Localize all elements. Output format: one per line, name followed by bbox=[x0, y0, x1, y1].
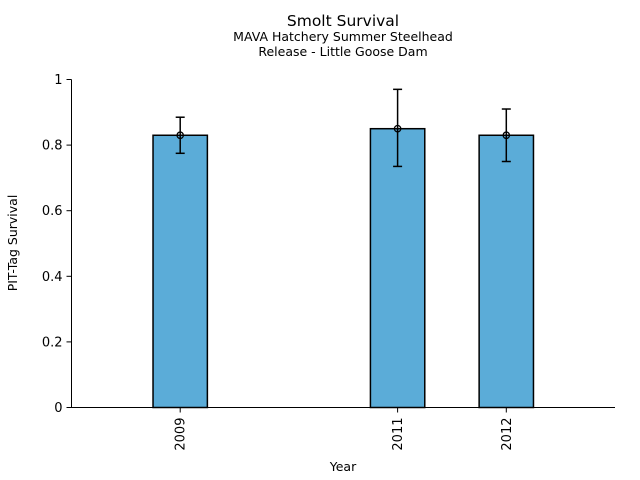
y-tick-label-0.2: 0.2 bbox=[42, 335, 63, 350]
x-axis-label: Year bbox=[329, 459, 357, 474]
x-tick-label-2011: 2011 bbox=[391, 418, 406, 451]
x-tick-label-2012: 2012 bbox=[500, 418, 515, 451]
point-marker-2009 bbox=[176, 131, 185, 140]
y-axis-label: PIT-Tag Survival bbox=[5, 195, 20, 292]
point-marker-2012 bbox=[502, 131, 511, 140]
y-tick-label-1: 1 bbox=[54, 73, 62, 88]
chart-subtitle-line2: Release - Little Goose Dam bbox=[258, 44, 427, 59]
chart-subtitle-line1: MAVA Hatchery Summer Steelhead bbox=[233, 29, 453, 44]
chart-title: Smolt Survival bbox=[287, 12, 399, 30]
x-tick-label-2009: 2009 bbox=[174, 418, 189, 451]
y-tick-label-0.4: 0.4 bbox=[42, 270, 63, 285]
plot-area: 0 0.2 0.4 0.6 0.8 1 2009 2011 2012 bbox=[42, 73, 615, 451]
y-tick-label-0.6: 0.6 bbox=[42, 204, 63, 219]
y-tick-label-0: 0 bbox=[54, 401, 62, 416]
point-marker-2011 bbox=[393, 124, 402, 133]
bar-2009 bbox=[152, 134, 209, 409]
bar-2011 bbox=[369, 127, 426, 409]
y-tick-label-0.8: 0.8 bbox=[42, 139, 63, 154]
bar-2012 bbox=[478, 134, 535, 409]
